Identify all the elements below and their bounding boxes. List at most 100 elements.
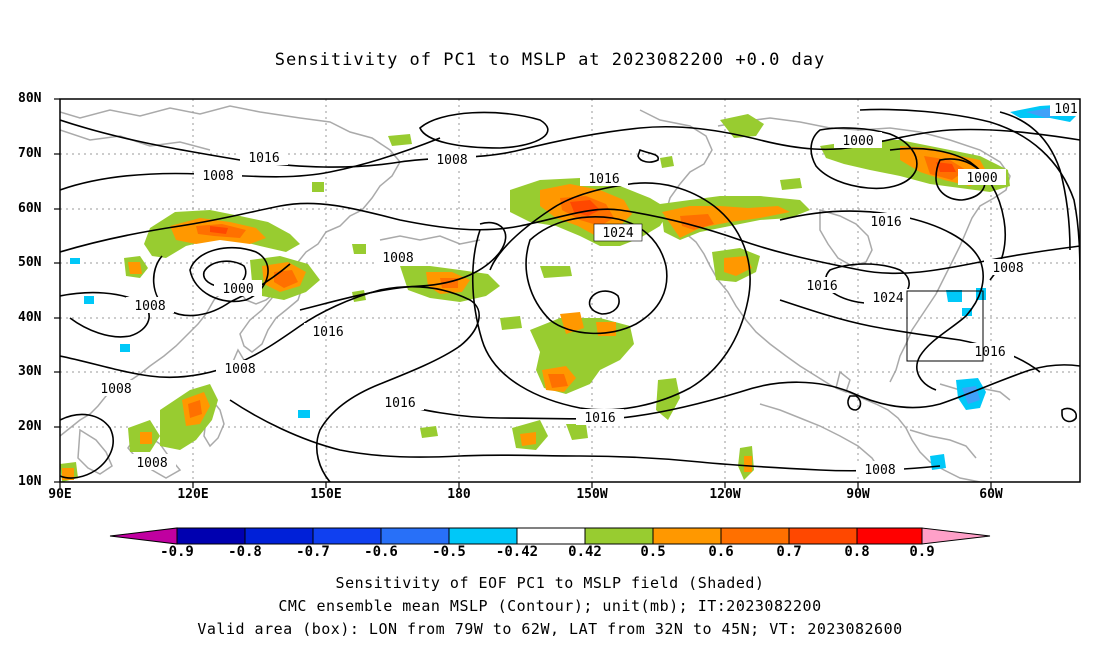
colorbar-segment [109, 527, 178, 545]
colorbar-label: 0.5 [640, 544, 666, 560]
colorbar-segment [244, 527, 314, 545]
lon-label: 120W [709, 487, 741, 502]
colorbar-label: -0.5 [432, 544, 466, 560]
colorbar-label: 0.42 [568, 544, 602, 560]
svg-text:1008: 1008 [864, 463, 895, 478]
mslp-contours [60, 108, 1080, 482]
map-frame [59, 98, 1081, 483]
contour-label: 1008 [126, 297, 174, 314]
contour-label: 1000 [834, 132, 882, 149]
lat-label: 70N [18, 146, 42, 161]
lon-label: 150E [310, 487, 342, 502]
figure-title: Sensitivity of PC1 to MSLP at 2023082200… [274, 50, 826, 70]
svg-text:1016: 1016 [806, 279, 837, 294]
lat-label: 40N [18, 310, 42, 325]
contour-label: 1016 [304, 323, 352, 340]
axis-ticks [54, 98, 992, 488]
contour-label: 1016 [376, 394, 424, 411]
caption-line-1: Sensitivity of EOF PC1 to MSLP field (Sh… [335, 574, 765, 592]
contour-label-layer: 1016 1008 1008 1000 1008 1016 1008 1008 … [92, 100, 1080, 478]
lat-label: 20N [18, 419, 42, 434]
contour-label: 1024 [864, 289, 912, 306]
contour-label: 1008 [92, 380, 140, 397]
lon-label: 60W [979, 487, 1003, 502]
contour-label: 1008 [984, 259, 1032, 276]
svg-text:101: 101 [1054, 102, 1077, 117]
svg-text:1008: 1008 [382, 251, 413, 266]
colorbar-label: -0.8 [228, 544, 262, 560]
colorbar-segment [448, 527, 518, 545]
svg-text:1008: 1008 [202, 169, 233, 184]
lat-label: 80N [18, 91, 42, 106]
colorbar-label: -0.6 [364, 544, 398, 560]
colorbar-label: -0.7 [296, 544, 330, 560]
contour-label: 1016 [580, 170, 628, 187]
colorbar-label: 0.8 [844, 544, 870, 560]
colorbar-segment [516, 527, 586, 545]
lon-label: 180 [447, 487, 471, 502]
contour-label: 1008 [856, 461, 904, 478]
contour-label: 1016 [966, 343, 1014, 360]
lon-label: 120E [177, 487, 209, 502]
svg-text:1008: 1008 [436, 153, 467, 168]
colorbar-segment [720, 527, 790, 545]
svg-text:1016: 1016 [384, 396, 415, 411]
sensitivity-shading [60, 104, 1080, 482]
contour-label: 1016 [862, 213, 910, 230]
colorbar-segment [380, 527, 450, 545]
colorbar-label: -0.42 [495, 544, 539, 560]
colorbar-label: 0.6 [708, 544, 734, 560]
svg-text:1008: 1008 [100, 382, 131, 397]
lat-label: 30N [18, 364, 42, 379]
svg-text:1024: 1024 [602, 226, 633, 241]
contour-label: 1016 [240, 149, 288, 166]
contour-label: 1008 [194, 167, 242, 184]
contour-label: 1008 [216, 360, 264, 377]
svg-text:1008: 1008 [992, 261, 1023, 276]
contour-label: 101 [1050, 100, 1080, 117]
contour-label: 1000 [958, 169, 1006, 186]
lon-label: 90E [48, 487, 72, 502]
svg-text:1008: 1008 [134, 299, 165, 314]
contour-label: 1016 [798, 277, 846, 294]
contour-label: 1008 [128, 454, 176, 471]
contour-label: 1008 [374, 249, 422, 266]
caption-line-3: Valid area (box): LON from 79W to 62W, L… [197, 620, 903, 638]
colorbar-segment [312, 527, 382, 545]
colorbar [109, 527, 991, 545]
svg-text:1008: 1008 [224, 362, 255, 377]
colorbar-segment [921, 527, 991, 545]
svg-text:1016: 1016 [248, 151, 279, 166]
colorbar-label: 0.7 [776, 544, 802, 560]
colorbar-label: -0.9 [160, 544, 194, 560]
lat-label: 10N [18, 474, 42, 489]
lon-label: 150W [576, 487, 608, 502]
svg-text:1016: 1016 [870, 215, 901, 230]
valid-area-box [906, 290, 984, 362]
svg-text:1016: 1016 [584, 411, 615, 426]
colorbar-segment [788, 527, 858, 545]
svg-text:1024: 1024 [872, 291, 903, 306]
caption-line-2: CMC ensemble mean MSLP (Contour); unit(m… [278, 597, 822, 615]
svg-text:1008: 1008 [136, 456, 167, 471]
svg-text:1000: 1000 [842, 134, 873, 149]
svg-text:1016: 1016 [588, 172, 619, 187]
contour-label: 1008 [428, 151, 476, 168]
svg-text:1000: 1000 [222, 282, 253, 297]
contour-label: 1024 [593, 223, 643, 242]
lat-label: 60N [18, 201, 42, 216]
contour-label: 1000 [214, 280, 262, 297]
contour-label: 1016 [576, 409, 624, 426]
colorbar-segment [176, 527, 246, 545]
colorbar-segment [652, 527, 722, 545]
colorbar-label: 0.9 [909, 544, 935, 560]
svg-text:1016: 1016 [312, 325, 343, 340]
svg-text:1000: 1000 [966, 171, 997, 186]
svg-text:1016: 1016 [974, 345, 1005, 360]
lon-label: 90W [846, 487, 870, 502]
colorbar-segment [856, 527, 923, 545]
lat-label: 50N [18, 255, 42, 270]
colorbar-segment [584, 527, 654, 545]
